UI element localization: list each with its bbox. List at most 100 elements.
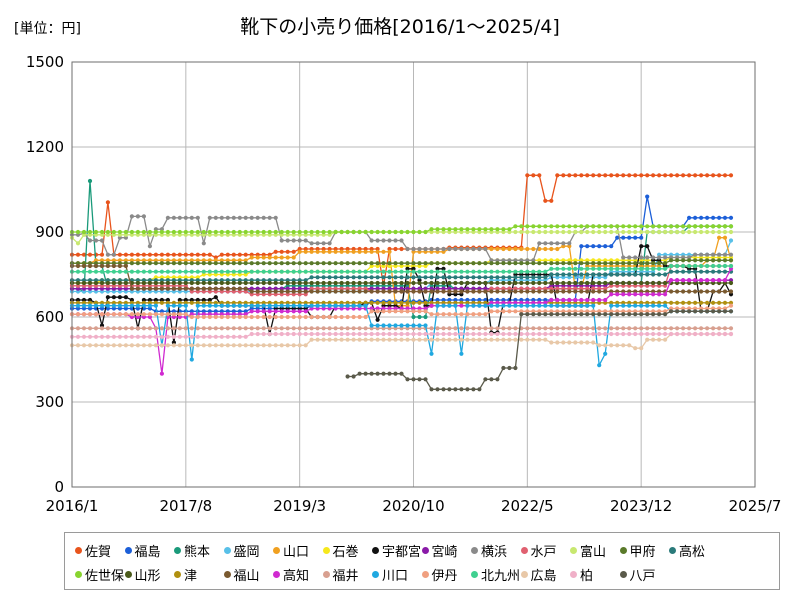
data-point	[567, 266, 572, 271]
data-point	[453, 337, 458, 342]
data-point	[243, 314, 248, 320]
data-point	[561, 261, 566, 266]
data-point	[663, 173, 668, 178]
data-point	[603, 312, 608, 317]
data-point	[465, 312, 470, 317]
data-point	[495, 303, 500, 308]
data-point	[279, 300, 284, 305]
data-point	[555, 266, 560, 271]
data-point	[483, 289, 488, 294]
data-point	[591, 258, 596, 263]
data-point	[699, 252, 704, 257]
data-point	[525, 303, 530, 308]
data-point	[309, 275, 314, 280]
data-point	[633, 261, 638, 266]
data-point	[183, 286, 188, 291]
data-point	[489, 275, 494, 280]
data-point	[591, 244, 596, 249]
data-point	[603, 326, 608, 331]
data-point	[375, 317, 380, 322]
data-point	[561, 224, 566, 229]
data-point	[219, 326, 224, 331]
data-point	[639, 280, 644, 286]
data-point	[261, 280, 266, 286]
data-point	[303, 300, 308, 305]
data-point	[447, 227, 452, 232]
data-point	[243, 269, 248, 274]
data-point	[363, 249, 368, 254]
data-point	[591, 266, 596, 271]
data-point	[543, 258, 548, 263]
data-point	[543, 337, 548, 342]
data-point	[543, 280, 548, 286]
legend-item: 広島	[520, 565, 571, 584]
data-point	[81, 252, 87, 257]
data-point	[273, 289, 278, 294]
data-point	[153, 303, 158, 308]
data-point	[285, 309, 290, 314]
data-point	[609, 303, 614, 308]
data-point	[507, 261, 512, 266]
data-point	[189, 326, 194, 331]
data-point	[123, 326, 128, 331]
data-point	[489, 309, 494, 314]
data-point	[327, 249, 332, 254]
data-point	[123, 334, 128, 339]
data-point	[183, 300, 188, 305]
data-point	[93, 312, 99, 317]
data-point	[315, 326, 320, 331]
data-point	[153, 252, 158, 257]
data-point	[669, 331, 674, 337]
data-point	[369, 238, 374, 243]
data-point	[111, 263, 116, 269]
data-point	[303, 314, 308, 320]
y-tick-label: 600	[35, 308, 64, 326]
data-point	[597, 244, 602, 249]
data-point	[261, 261, 266, 266]
data-point	[339, 331, 344, 337]
data-point	[477, 246, 482, 252]
data-point	[417, 280, 422, 286]
data-point	[555, 303, 560, 308]
data-point	[537, 312, 542, 317]
data-point	[597, 343, 602, 348]
data-point	[273, 229, 278, 235]
data-point	[603, 331, 608, 337]
series-group	[69, 173, 734, 392]
data-point	[447, 275, 452, 280]
data-point	[411, 323, 416, 328]
data-point	[321, 314, 326, 320]
data-point	[705, 224, 710, 229]
data-point	[651, 326, 656, 331]
data-point	[435, 326, 440, 331]
data-point	[183, 303, 188, 308]
data-point	[501, 309, 506, 314]
data-point	[699, 300, 704, 305]
legend-label: 盛岡	[233, 544, 260, 560]
data-point	[105, 300, 110, 305]
data-point	[405, 275, 410, 280]
data-point	[543, 241, 548, 246]
data-point	[237, 334, 242, 339]
data-point	[435, 387, 440, 392]
data-point	[501, 246, 506, 252]
data-point	[669, 289, 674, 294]
data-point	[513, 365, 518, 371]
data-point	[429, 269, 434, 274]
data-point	[705, 331, 710, 337]
data-point	[141, 261, 146, 266]
data-point	[141, 312, 146, 317]
data-point	[321, 275, 326, 280]
data-point	[153, 280, 158, 286]
data-point	[345, 374, 350, 379]
data-point	[639, 346, 644, 351]
data-point	[285, 326, 290, 331]
data-point	[429, 246, 434, 252]
data-point	[728, 229, 734, 235]
data-point	[171, 312, 176, 317]
data-point	[459, 261, 464, 266]
data-point	[321, 300, 326, 305]
data-point	[207, 303, 212, 308]
data-point	[531, 312, 536, 317]
legend-label: 高松	[679, 544, 706, 560]
